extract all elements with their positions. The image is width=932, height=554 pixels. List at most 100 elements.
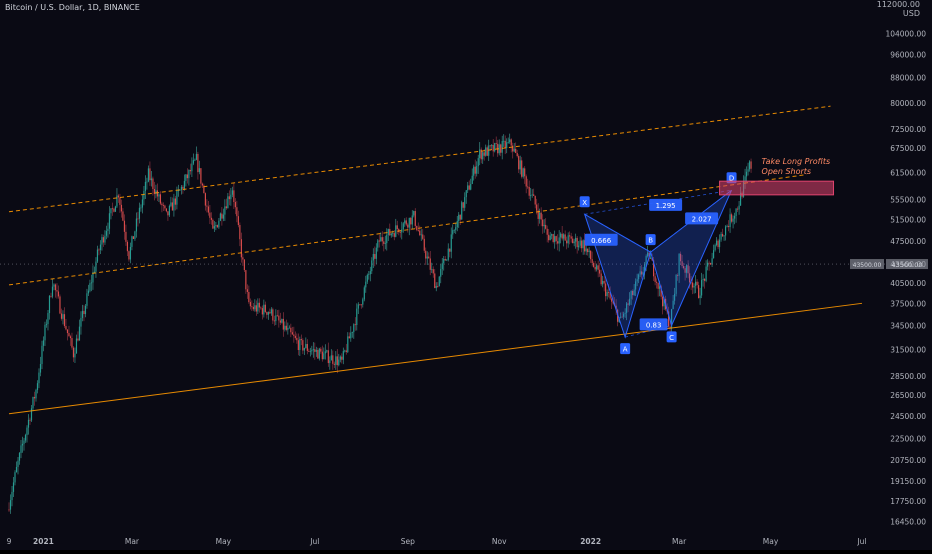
candle-body bbox=[122, 211, 124, 221]
candle-body bbox=[717, 240, 719, 248]
candle-body bbox=[119, 197, 121, 205]
candle-body bbox=[572, 238, 574, 244]
candle-body bbox=[243, 259, 245, 271]
candle-body bbox=[411, 215, 413, 225]
candle-body bbox=[462, 202, 464, 208]
candle-body bbox=[423, 238, 425, 251]
candle-body bbox=[620, 316, 622, 318]
price-tick-label: 34500.00 bbox=[890, 321, 926, 330]
candle-body bbox=[297, 340, 299, 351]
price-tick-label: 31500.00 bbox=[890, 345, 926, 354]
candle-body bbox=[294, 335, 296, 338]
candle-body bbox=[12, 482, 15, 492]
candle-body bbox=[216, 225, 218, 228]
target-zone[interactable] bbox=[719, 180, 835, 196]
candle-body bbox=[512, 145, 514, 152]
candle-body bbox=[114, 206, 117, 212]
candle-body bbox=[677, 275, 679, 276]
trendlines-layer bbox=[0, 105, 885, 415]
candle-body bbox=[261, 308, 263, 315]
candle-body bbox=[672, 300, 674, 310]
candle-body bbox=[748, 161, 751, 170]
candle-body bbox=[540, 212, 542, 220]
candle-body bbox=[504, 140, 506, 149]
candle-body bbox=[432, 269, 434, 274]
candle-body bbox=[158, 194, 160, 197]
candle-body bbox=[33, 397, 36, 399]
candle-body bbox=[95, 261, 97, 272]
candle-body bbox=[269, 312, 271, 314]
candle-body bbox=[270, 309, 272, 314]
candle-body bbox=[699, 295, 701, 299]
candle-body bbox=[68, 333, 70, 337]
candle-body bbox=[96, 249, 99, 262]
candle-body bbox=[459, 214, 461, 220]
candle-body bbox=[533, 194, 535, 196]
candle-body bbox=[174, 198, 177, 205]
candle-body bbox=[413, 211, 415, 216]
candle-body bbox=[733, 215, 736, 219]
pattern-point-C-box bbox=[666, 331, 677, 343]
candle-body bbox=[641, 271, 643, 275]
trendline-middle-channel[interactable] bbox=[8, 174, 807, 286]
candle-body bbox=[14, 472, 16, 483]
candle-body bbox=[66, 329, 69, 334]
candle-body bbox=[296, 337, 298, 341]
candle-body bbox=[131, 236, 133, 247]
candle-body bbox=[231, 190, 233, 195]
candle-body bbox=[89, 283, 91, 291]
candle-body bbox=[311, 350, 313, 352]
candle-body bbox=[744, 176, 746, 182]
pattern-ratio-box bbox=[649, 198, 683, 211]
candle-body bbox=[384, 243, 386, 244]
candle-body bbox=[417, 230, 419, 231]
candle-body bbox=[536, 204, 538, 211]
price-tag-left: 43500.00 bbox=[853, 262, 882, 269]
candle-body bbox=[500, 144, 502, 153]
trendline-lower-channel[interactable] bbox=[8, 302, 863, 415]
pattern-ratio-label: 2.027 bbox=[692, 215, 712, 223]
candle-body bbox=[185, 174, 187, 181]
candle-body bbox=[680, 253, 682, 262]
candle-body bbox=[194, 159, 196, 161]
candle-body bbox=[117, 195, 120, 198]
candle-body bbox=[264, 304, 266, 312]
candle-body bbox=[167, 211, 169, 216]
candle-body bbox=[495, 143, 497, 144]
time-axis[interactable]: 9 2021 Mar May Jul Sep Nov 2022 Mar May Jul bbox=[7, 537, 867, 546]
candle-body bbox=[447, 248, 449, 260]
candle-body bbox=[272, 309, 274, 321]
candle-body bbox=[726, 226, 728, 227]
candle-body bbox=[558, 237, 560, 244]
candle-body bbox=[606, 292, 608, 297]
candle-body bbox=[697, 285, 700, 299]
candle-body bbox=[745, 171, 748, 177]
price-axis[interactable]: 16450.00 17750.00 19150.00 20750.00 22500.00… bbox=[850, 29, 928, 526]
candle-body bbox=[234, 202, 236, 208]
candle-body bbox=[381, 237, 383, 242]
candle-body bbox=[266, 311, 268, 315]
time-tick-label: 9 bbox=[7, 537, 12, 546]
candle-body bbox=[525, 176, 527, 187]
candle-body bbox=[590, 250, 592, 260]
candle-body bbox=[576, 237, 578, 248]
candle-body bbox=[54, 284, 57, 291]
candle-body bbox=[711, 258, 713, 265]
candle-body bbox=[729, 214, 731, 228]
candle-body bbox=[224, 206, 226, 215]
candle-body bbox=[739, 192, 742, 206]
candle-body bbox=[492, 145, 494, 152]
candle-body bbox=[198, 168, 200, 173]
candle-body bbox=[165, 208, 168, 212]
trendline-upper-channel[interactable] bbox=[8, 105, 831, 213]
candle-body bbox=[36, 383, 39, 391]
price-tick-label: 88000.00 bbox=[890, 74, 926, 83]
candle-body bbox=[450, 234, 452, 252]
candle-body bbox=[326, 350, 328, 352]
candle-body bbox=[74, 353, 76, 358]
annotation-open-shorts: Open Shorts bbox=[762, 167, 812, 176]
pattern-point-B: B bbox=[648, 237, 653, 245]
candle-body bbox=[548, 234, 550, 241]
